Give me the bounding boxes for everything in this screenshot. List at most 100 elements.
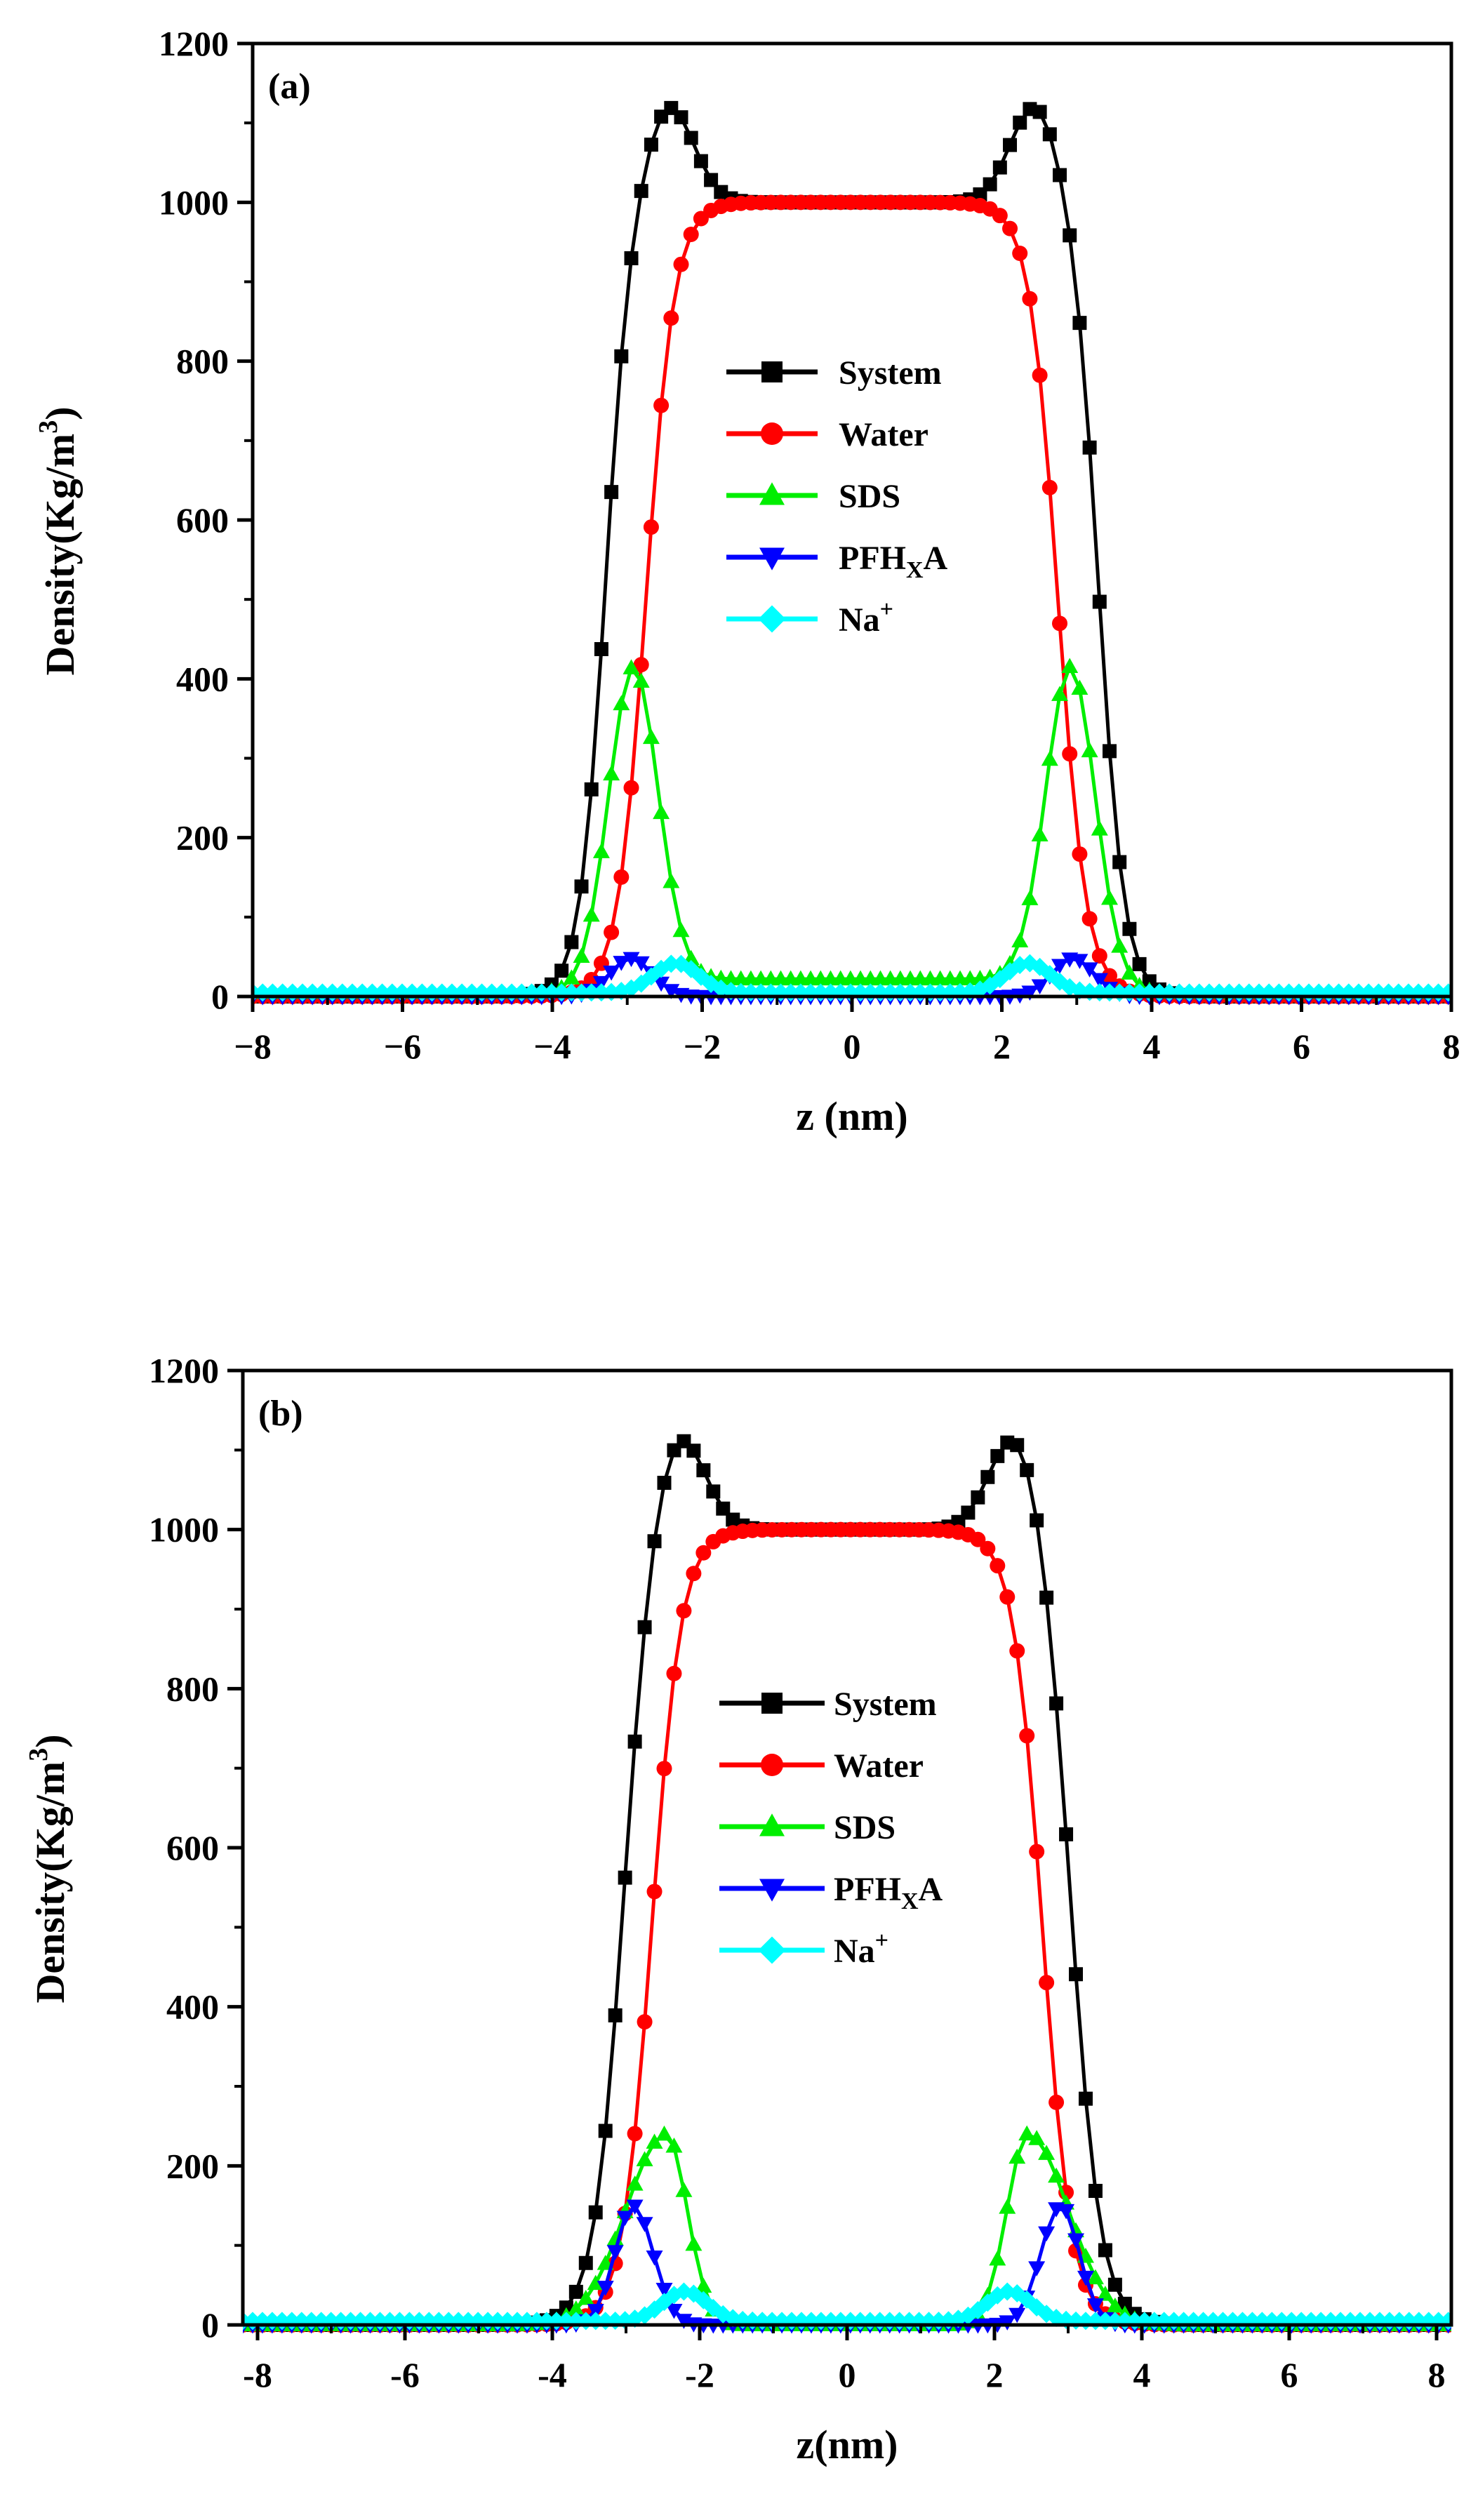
panel-a: −8 −6 −4 −2 0 2 4 6 8 0 200 400 600 800 1000 1200 z (nm)… — [34, 24, 1460, 1139]
y-axis-title-main: Density(Kg/m — [27, 1761, 73, 2004]
sds-marker — [1008, 2148, 1026, 2164]
system-marker — [644, 138, 658, 152]
water-marker — [1081, 911, 1098, 927]
pfh-marker — [613, 956, 630, 971]
sds-marker — [632, 672, 650, 688]
y-axis-title-end: ) — [37, 406, 83, 420]
water-marker — [633, 657, 649, 673]
legend-marker — [761, 422, 783, 445]
system-marker — [614, 349, 629, 364]
sds-marker — [1071, 679, 1088, 695]
pfh-marker — [606, 2245, 624, 2260]
system-marker — [608, 2008, 623, 2022]
water-marker — [673, 256, 689, 272]
legend-label: System — [834, 1686, 937, 1723]
system-marker — [1030, 1513, 1044, 1528]
system-marker — [584, 782, 599, 796]
system-marker — [674, 110, 688, 125]
water-marker — [653, 397, 670, 413]
series-sds — [243, 2125, 1451, 2331]
system-marker — [1098, 2243, 1112, 2258]
legend: System Water SDS PFHXA Na+ — [719, 1686, 943, 1970]
sds-marker — [1101, 889, 1119, 905]
x-tick-label: 8 — [1428, 2355, 1446, 2394]
sds-marker — [672, 921, 690, 938]
pfh-marker — [1031, 979, 1048, 994]
x-tick-label: −6 — [384, 1027, 422, 1066]
legend-marker — [761, 1693, 783, 1714]
water-marker — [1041, 479, 1058, 495]
water-marker — [1019, 1728, 1035, 1744]
sds-marker — [1096, 2286, 1114, 2301]
pfh-marker — [646, 2250, 663, 2266]
x-tick-label: 6 — [1293, 1027, 1310, 1066]
x-tick-label: 4 — [1143, 1027, 1161, 1066]
x-tick-label: -4 — [538, 2355, 567, 2394]
x-axis-title: z (nm) — [796, 1093, 907, 1139]
sds-marker — [582, 906, 600, 922]
sds-marker — [1041, 750, 1058, 766]
na-marker — [702, 974, 721, 993]
series-water — [253, 194, 1451, 1004]
water-marker — [604, 924, 620, 940]
sds-line — [253, 662, 1449, 994]
system-marker — [1132, 956, 1147, 971]
system-marker — [634, 184, 648, 199]
legend-label: PFHXA — [834, 1871, 943, 1914]
sds-marker — [989, 2250, 1006, 2266]
water-marker — [695, 1545, 712, 1561]
system-marker — [574, 879, 589, 894]
sds-marker — [623, 659, 640, 674]
pfh-marker — [603, 965, 620, 981]
legend: System Water SDS PFHXA Na+ — [726, 354, 948, 639]
legend-entry-pfh: PFHXA — [719, 1871, 943, 1914]
x-tick-label: 6 — [1281, 2355, 1298, 2394]
system-marker — [637, 1620, 652, 1634]
sds-marker — [1106, 2298, 1124, 2313]
water-marker — [656, 1761, 672, 1777]
water-marker — [613, 869, 630, 885]
sds-marker — [592, 843, 610, 858]
legend-marker — [759, 1879, 785, 1902]
y-tick-label: 400 — [166, 1987, 219, 2027]
sds-marker — [577, 2290, 594, 2305]
x-tick-label: -8 — [243, 2355, 272, 2394]
y-tick-label: 400 — [176, 659, 229, 698]
y-tick-label: 800 — [176, 342, 229, 381]
water-marker — [990, 1558, 1006, 1574]
pfh-marker — [616, 2211, 634, 2227]
system-marker — [1103, 744, 1117, 759]
legend-marker — [759, 482, 785, 505]
x-tick-label: −2 — [684, 1027, 721, 1066]
system-marker — [716, 1501, 731, 1516]
x-tick-label: −4 — [533, 1027, 571, 1066]
system-marker — [693, 154, 708, 168]
water-marker — [627, 2126, 643, 2142]
legend-label: SDS — [834, 1809, 896, 1846]
sds-marker — [1038, 2145, 1056, 2160]
pfh-marker — [623, 952, 640, 968]
system-marker — [1049, 1696, 1064, 1711]
system-marker — [594, 642, 608, 657]
legend-marker — [759, 547, 785, 571]
water-marker — [676, 1603, 692, 1619]
legend-label: Water — [834, 1747, 924, 1785]
system-marker — [686, 1444, 701, 1458]
water-marker — [1032, 367, 1048, 383]
water-marker — [1048, 2094, 1065, 2110]
pfh-marker — [1038, 2226, 1056, 2242]
water-marker — [992, 208, 1008, 224]
sds-marker — [642, 728, 660, 745]
system-marker — [961, 1505, 976, 1520]
pfh-marker — [626, 2199, 644, 2215]
system-marker — [1010, 1438, 1025, 1453]
pfh-marker — [636, 2217, 653, 2232]
legend-label: Water — [839, 416, 928, 453]
x-tick-label: −8 — [234, 1027, 272, 1066]
sds-marker — [655, 2125, 673, 2141]
system-marker — [1063, 228, 1077, 243]
sds-marker — [636, 2151, 653, 2166]
water-marker — [1012, 246, 1028, 262]
system-marker — [1088, 2184, 1103, 2199]
